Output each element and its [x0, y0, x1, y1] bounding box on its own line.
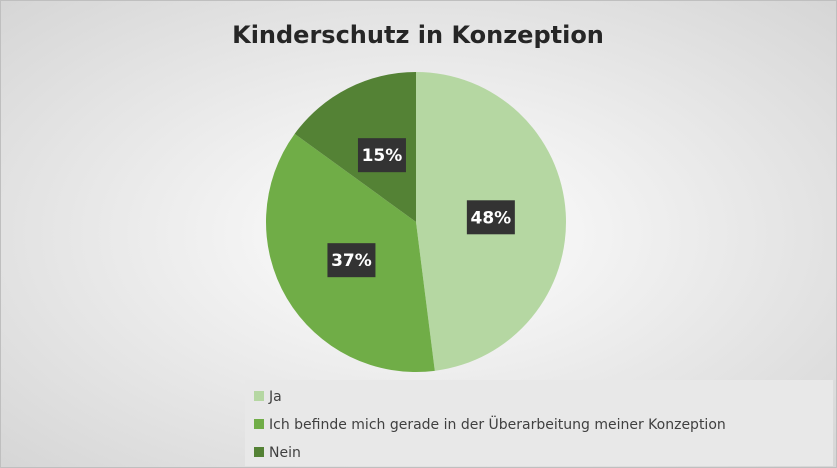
legend-label: Ja: [268, 389, 282, 405]
legend-swatch: [254, 419, 264, 429]
legend-swatch: [254, 447, 264, 457]
pie-slice: [294, 72, 416, 222]
data-label: 48%: [471, 208, 512, 228]
data-label: 15%: [362, 146, 403, 166]
data-label-box: [466, 200, 515, 235]
data-label: 37%: [331, 251, 372, 271]
legend-swatch: [254, 391, 264, 401]
legend-box: [245, 380, 833, 466]
data-label-box: [357, 138, 406, 173]
chart-title: Kinderschutz in Konzeption: [232, 21, 604, 49]
legend-label: Nein: [269, 445, 301, 461]
legend-label: Ich befinde mich gerade in der Überarbei…: [269, 415, 726, 433]
data-label-box: [327, 243, 376, 278]
